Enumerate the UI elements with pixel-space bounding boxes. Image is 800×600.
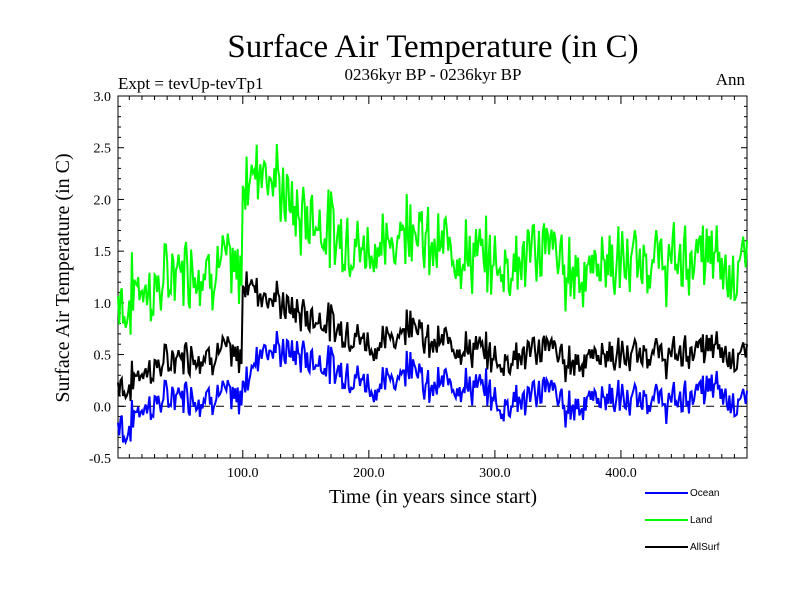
chart-subtitle: 0236kyr BP - 0236kyr BP: [345, 65, 522, 84]
y-tick-label: 1.0: [94, 297, 112, 312]
legend-label-allsurf: AllSurf: [690, 542, 720, 553]
legend-label-land: Land: [690, 515, 712, 526]
expt-label: Expt = tevUp-tevTp1: [118, 74, 264, 93]
x-tick-label: 400.0: [605, 466, 637, 481]
series-line-ocean: [117, 330, 748, 446]
season-label: Ann: [716, 70, 746, 89]
y-tick-label: 1.5: [94, 245, 112, 260]
y-tick-label: 3.0: [94, 90, 112, 105]
legend-label-ocean: Ocean: [690, 488, 719, 499]
series-line-land: [117, 143, 748, 335]
x-axis-title: Time (in years since start): [329, 486, 537, 508]
y-tick-label: 2.0: [94, 193, 112, 208]
y-tick-label: 2.5: [94, 142, 112, 157]
y-tick-label: -0.5: [89, 452, 111, 467]
series-line-allsurf: [117, 271, 748, 402]
x-tick-label: 300.0: [479, 466, 511, 481]
chart-title: Surface Air Temperature (in C): [227, 29, 638, 65]
y-tick-label: 0.5: [94, 349, 112, 364]
y-axis-title: Surface Air Temperature (in C): [52, 153, 74, 402]
x-tick-label: 200.0: [353, 466, 385, 481]
x-tick-label: 100.0: [227, 466, 259, 481]
plot-frame: [117, 95, 748, 459]
y-tick-label: 0.0: [94, 400, 112, 415]
